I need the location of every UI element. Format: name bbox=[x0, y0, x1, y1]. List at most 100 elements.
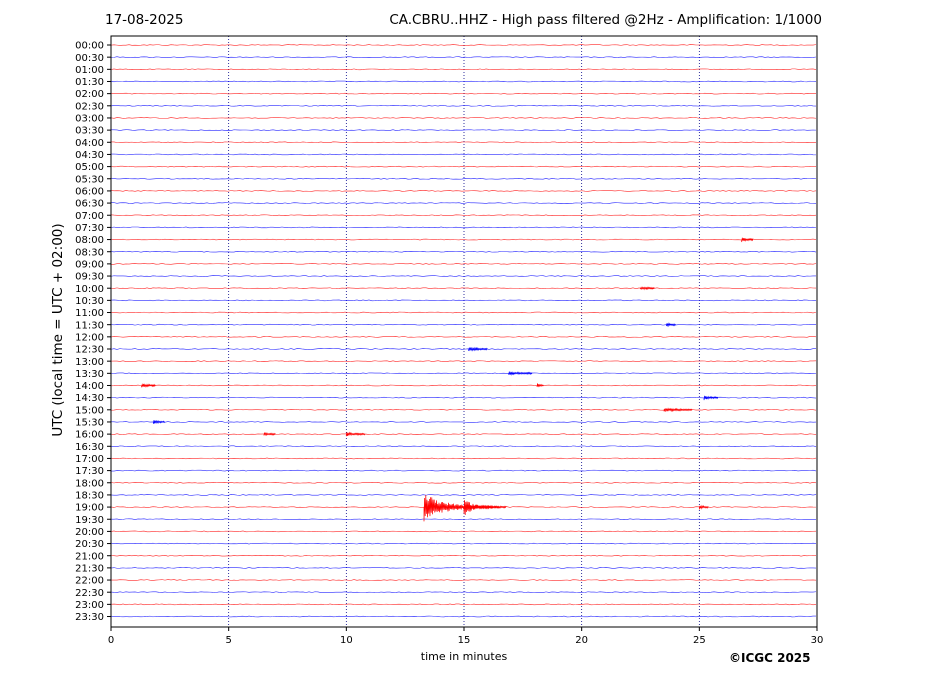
y-tick-label: 07:00 bbox=[75, 211, 104, 222]
plot-frame bbox=[110, 35, 818, 628]
y-tick-label: 12:30 bbox=[75, 345, 104, 356]
trace-0730 bbox=[110, 226, 817, 229]
trace-0800 bbox=[110, 238, 817, 241]
y-tick-label: 19:00 bbox=[75, 503, 104, 514]
y-tick-label: 17:30 bbox=[75, 466, 104, 477]
y-tick-label: 20:00 bbox=[75, 527, 104, 538]
trace-1400 bbox=[110, 384, 817, 387]
trace-2300 bbox=[110, 603, 817, 606]
y-tick-label: 22:00 bbox=[75, 576, 104, 587]
copyright-label: ©ICGC 2025 bbox=[729, 651, 811, 665]
trace-2130 bbox=[110, 567, 817, 569]
trace-1700 bbox=[110, 457, 817, 460]
y-tick-label: 04:00 bbox=[75, 138, 104, 149]
trace-1600 bbox=[110, 433, 817, 435]
trace-0930 bbox=[110, 275, 817, 277]
y-tick-label: 06:00 bbox=[75, 187, 104, 198]
trace-0600 bbox=[110, 190, 817, 192]
event-group bbox=[141, 237, 754, 522]
y-tick-label: 05:00 bbox=[75, 162, 104, 173]
trace-0000 bbox=[110, 44, 817, 46]
y-tick-label: 07:30 bbox=[75, 223, 104, 234]
y-tick-label: 16:30 bbox=[75, 442, 104, 453]
x-tick-label: 5 bbox=[225, 635, 231, 646]
trace-1230 bbox=[110, 348, 817, 350]
trace-0400 bbox=[110, 141, 817, 144]
event-1230-11 bbox=[468, 346, 488, 352]
y-tick-label: 23:00 bbox=[75, 600, 104, 611]
event-1600-10 bbox=[263, 431, 276, 437]
y-tick-label: 01:30 bbox=[75, 77, 104, 88]
x-tick-label: 30 bbox=[811, 635, 824, 646]
trace-0500 bbox=[110, 165, 817, 168]
y-tick-label: 04:30 bbox=[75, 150, 104, 161]
event-1900-2 bbox=[698, 504, 709, 510]
y-tick-label: 08:00 bbox=[75, 235, 104, 246]
event-1330-12 bbox=[508, 371, 533, 376]
event-1430-6 bbox=[703, 395, 719, 401]
trace-0630 bbox=[110, 202, 817, 204]
y-tick-label: 16:00 bbox=[75, 430, 104, 441]
event-1900-1 bbox=[463, 500, 500, 515]
trace-0100 bbox=[110, 68, 817, 71]
event-1500-7 bbox=[663, 407, 693, 413]
y-tick-label: 01:00 bbox=[75, 65, 104, 76]
x-tick-label: 0 bbox=[108, 635, 114, 646]
y-tick-label: 13:30 bbox=[75, 369, 104, 380]
vertical-grid bbox=[228, 36, 700, 627]
y-tick-label: 11:00 bbox=[75, 308, 104, 319]
trace-1630 bbox=[110, 445, 817, 448]
event-1130-13 bbox=[666, 322, 676, 328]
y-tick-label: 14:30 bbox=[75, 393, 104, 404]
event-1400-5 bbox=[141, 383, 156, 388]
y-tick-label: 18:00 bbox=[75, 478, 104, 489]
trace-2230 bbox=[110, 591, 817, 593]
trace-0830 bbox=[110, 250, 817, 253]
trace-0700 bbox=[110, 214, 817, 216]
trace-0200 bbox=[110, 92, 817, 95]
trace-1330 bbox=[110, 372, 817, 375]
trace-1300 bbox=[110, 360, 817, 362]
event-1000-14 bbox=[640, 286, 655, 291]
trace-1000 bbox=[110, 287, 817, 289]
y-tick-label: 17:00 bbox=[75, 454, 104, 465]
y-tick-label: 03:00 bbox=[75, 114, 104, 125]
y-tick-label: 10:00 bbox=[75, 284, 104, 295]
trace-1800 bbox=[110, 481, 817, 484]
y-tick-label: 08:30 bbox=[75, 247, 104, 258]
y-tick-label: 09:30 bbox=[75, 272, 104, 283]
x-tick-label: 25 bbox=[693, 635, 706, 646]
x-tick-group: 0 5 10 15 20 25 30 bbox=[108, 627, 824, 646]
event-1600-9 bbox=[345, 431, 366, 437]
trace-0430 bbox=[110, 153, 817, 156]
trace-1830 bbox=[110, 494, 817, 496]
y-tick-label: 13:00 bbox=[75, 357, 104, 368]
y-tick-label: 10:30 bbox=[75, 296, 104, 307]
y-tick-label: 09:00 bbox=[75, 259, 104, 270]
y-tick-label: 18:30 bbox=[75, 491, 104, 502]
x-tick-label: 15 bbox=[458, 635, 471, 646]
chart-title: CA.CBRU..HHZ - High pass filtered @2Hz -… bbox=[389, 12, 822, 28]
trace-1500 bbox=[110, 409, 817, 411]
y-tick-label: 15:30 bbox=[75, 418, 104, 429]
trace-1030 bbox=[110, 299, 817, 302]
trace-1930 bbox=[110, 518, 817, 520]
trace-2200 bbox=[110, 579, 817, 581]
y-tick-label: 22:30 bbox=[75, 588, 104, 599]
trace-0030 bbox=[110, 56, 817, 58]
y-tick-label: 02:30 bbox=[75, 101, 104, 112]
y-tick-label: 05:30 bbox=[75, 174, 104, 185]
y-tick-label: 19:30 bbox=[75, 515, 104, 526]
event-1400-4 bbox=[536, 383, 544, 388]
trace-0300 bbox=[110, 117, 817, 119]
trace-1130 bbox=[110, 323, 817, 326]
y-tick-label: 12:00 bbox=[75, 332, 104, 343]
trace-2030 bbox=[110, 542, 817, 545]
x-tick-label: 20 bbox=[575, 635, 588, 646]
y-tick-label: 23:30 bbox=[75, 612, 104, 623]
trace-2330 bbox=[110, 615, 817, 618]
trace-0900 bbox=[110, 263, 817, 265]
date-label: 17-08-2025 bbox=[105, 12, 184, 28]
